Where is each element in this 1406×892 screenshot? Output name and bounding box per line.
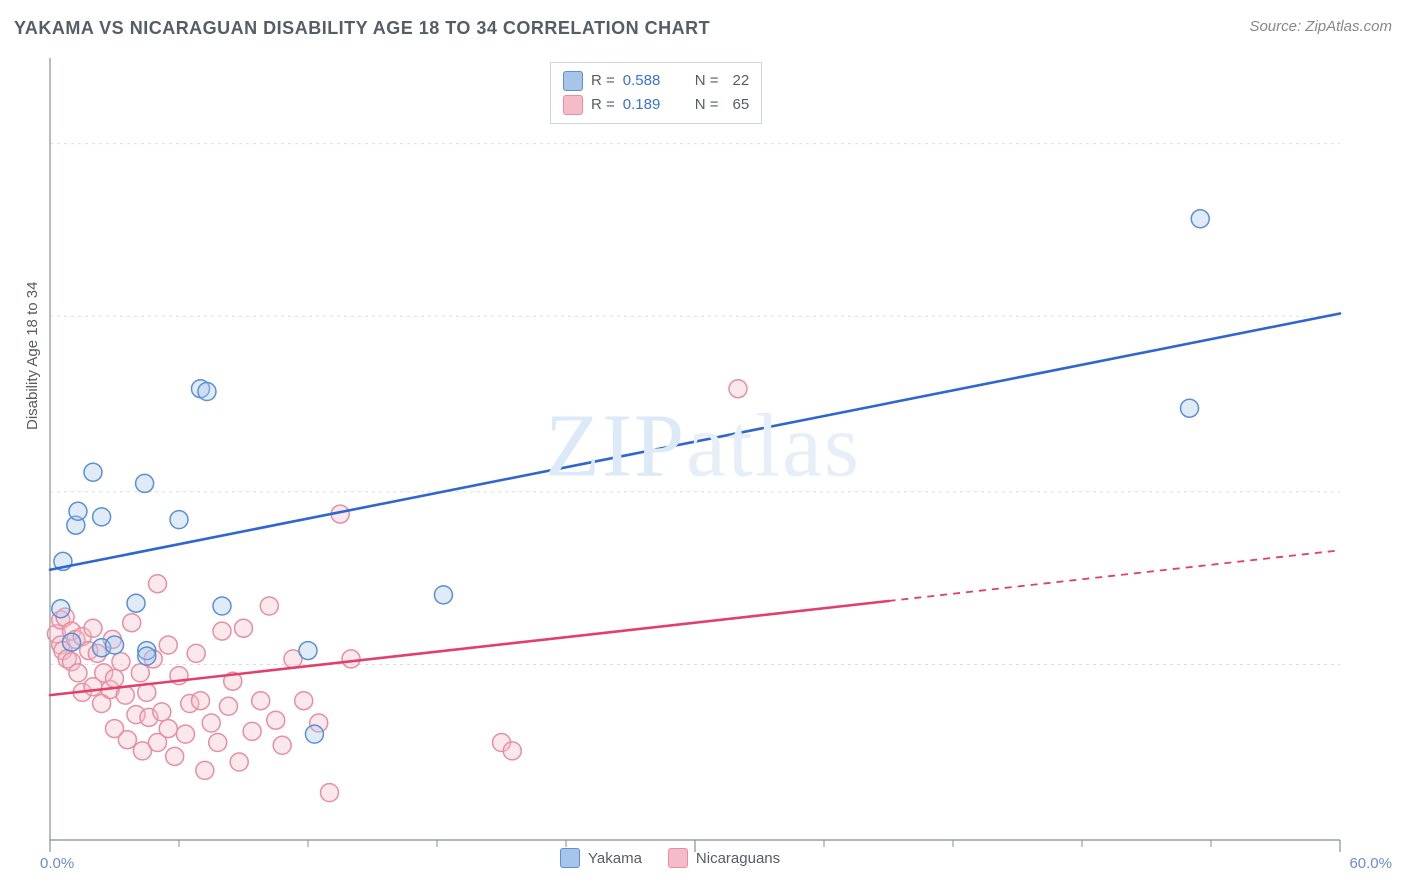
legend-label: Yakama [588, 850, 642, 867]
r-value: 0.189 [623, 93, 675, 117]
swatch-icon [563, 71, 583, 91]
swatch-icon [668, 848, 688, 868]
legend-row-nicaraguans: R = 0.189 N = 65 [563, 93, 749, 117]
legend-item-yakama: Yakama [560, 848, 642, 868]
series-legend: Yakama Nicaraguans [560, 848, 780, 868]
x-axis-min-label: 0.0% [40, 855, 74, 872]
correlation-legend: R = 0.588 N = 22 R = 0.189 N = 65 [550, 62, 762, 124]
r-value: 0.588 [623, 69, 675, 93]
n-value: 22 [733, 69, 750, 93]
x-axis-max-label: 60.0% [1349, 855, 1392, 872]
legend-item-nicaraguans: Nicaraguans [668, 848, 780, 868]
legend-row-yakama: R = 0.588 N = 22 [563, 69, 749, 93]
legend-label: Nicaraguans [696, 850, 780, 867]
swatch-icon [560, 848, 580, 868]
scatter-plot [0, 0, 1406, 892]
swatch-icon [563, 95, 583, 115]
n-value: 65 [733, 93, 750, 117]
chart-container: YAKAMA VS NICARAGUAN DISABILITY AGE 18 T… [0, 0, 1406, 892]
